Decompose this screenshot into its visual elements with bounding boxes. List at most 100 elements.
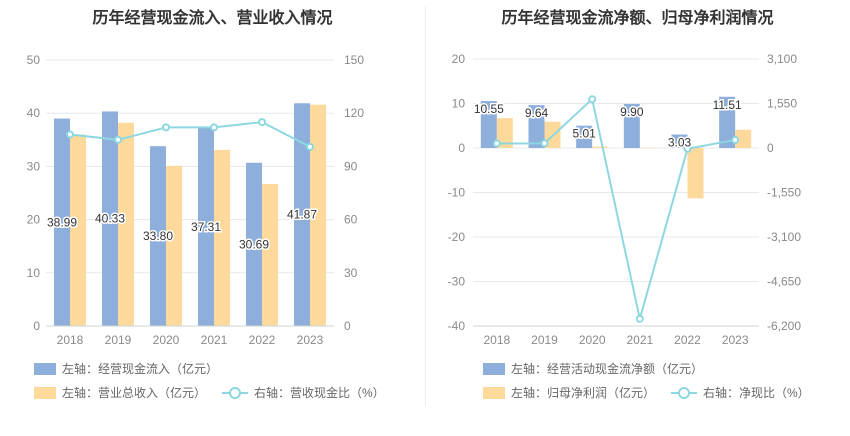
right-axis-tick-label: -3,100 [767, 230, 801, 244]
right-axis-tick-label: 60 [344, 213, 358, 227]
bar [496, 118, 513, 148]
x-axis-tick-label: 2021 [201, 333, 228, 347]
bar [102, 111, 118, 326]
legend-item-bar1[interactable]: 左轴：经营活动现金流净额（亿元） [483, 360, 703, 377]
chart-panel-net-cash: 历年经营现金流净额、归母净利润情况 -40 -30 -20 -10 0 10 20 -6,20… [425, 0, 850, 436]
bar [310, 104, 326, 326]
right-axis-tick-label: 30 [344, 266, 358, 280]
bar [118, 122, 134, 326]
data-label: 33.80 [143, 229, 173, 243]
line-series [496, 97, 736, 320]
x-axis-tick-label: 2018 [57, 333, 84, 347]
right-axis-tick-label: 150 [344, 53, 364, 67]
x-axis-tick-label: 2020 [153, 333, 180, 347]
left-axis-tick-label: 0 [33, 319, 40, 333]
right-axis-tick-label: -4,650 [767, 275, 801, 289]
left-axis-tick-label: -20 [448, 230, 466, 244]
bar [576, 125, 593, 148]
left-axis-tick-label: 20 [27, 213, 41, 227]
line-point [114, 135, 122, 144]
left-axis-tick-label: 10 [452, 97, 466, 111]
x-axis-tick-label: 2022 [674, 333, 701, 347]
data-label: 30.69 [239, 237, 269, 251]
line-point [258, 118, 266, 127]
chart-canvas: 0 10 20 30 40 50 0 30 60 90 120 150 2018 2019 2020 2021… [27, 53, 365, 347]
legend-label: 右轴：营收现金比（%） [254, 386, 385, 400]
data-label: 40.33 [95, 212, 125, 226]
legend-row-2: 左轴：营业总收入（亿元） 右轴：营收现金比（%） [34, 384, 401, 401]
bar [294, 103, 310, 326]
right-axis-tick-label: -6,200 [767, 319, 801, 333]
legend-swatch-icon [34, 386, 56, 399]
chart-panel-cash-inflow: 历年经营现金流入、营业收入情况 0 10 20 30 40 50 0 30 60 90 120 150… [27, 8, 401, 401]
bar [735, 129, 752, 148]
line-point [683, 144, 692, 153]
x-axis-tick-label: 2018 [483, 333, 510, 347]
bar [150, 146, 166, 326]
data-label: 10.55 [474, 102, 504, 116]
legend-label: 左轴：经营活动现金流净额（亿元） [511, 362, 704, 376]
data-label: 11.51 [713, 98, 742, 112]
bar [198, 127, 214, 326]
chart-title: 历年经营现金流净额、归母净利润情况 [501, 8, 774, 27]
line-point [492, 139, 501, 148]
line-point [588, 95, 597, 104]
legend-swatch-icon [483, 362, 505, 375]
x-axis-tick-label: 2022 [249, 333, 276, 347]
x-axis-tick-label: 2023 [722, 333, 749, 347]
bar [246, 162, 262, 326]
left-axis-tick-label: -10 [448, 186, 466, 200]
data-label: 9.64 [525, 106, 549, 120]
bar [214, 149, 230, 326]
line-point [540, 139, 549, 148]
bar [671, 134, 688, 148]
legend-label: 右轴：净现比（%） [703, 386, 810, 400]
legend-item-bar2[interactable]: 左轴：归母净利润（亿元） [483, 384, 655, 401]
legend-line-marker-icon [222, 386, 249, 399]
bar [480, 101, 497, 148]
bar [639, 147, 656, 149]
data-label: 41.87 [287, 208, 317, 222]
right-axis-tick-label: 1,550 [767, 97, 797, 111]
left-axis-tick-label: 0 [458, 141, 465, 155]
left-axis-tick-label: 20 [452, 52, 466, 66]
bar [687, 148, 704, 199]
left-axis-tick-label: -30 [448, 275, 466, 289]
legend-label: 左轴：经营现金流入（亿元） [62, 362, 219, 376]
right-axis-tick-label: -1,550 [767, 186, 801, 200]
bar [262, 183, 278, 326]
legend-item-bar2[interactable]: 左轴：营业总收入（亿元） [34, 384, 206, 401]
left-axis-tick-label: -40 [448, 319, 466, 333]
line-point [306, 142, 314, 151]
bar [528, 105, 545, 148]
legend-line-marker-icon [671, 386, 698, 399]
legend-row-1: 左轴：经营活动现金流净额（亿元） [483, 360, 719, 377]
panel-divider [425, 6, 426, 406]
right-axis-tick-label: 0 [767, 141, 774, 155]
bar [592, 146, 609, 148]
left-axis-tick-label: 40 [27, 106, 41, 120]
left-axis-tick-label: 30 [27, 159, 41, 173]
bar [623, 103, 640, 148]
right-axis-tick-label: 90 [344, 159, 358, 173]
legend-label: 左轴：归母净利润（亿元） [511, 386, 656, 400]
chart-title: 历年经营现金流入、营业收入情况 [92, 8, 333, 27]
line-series [69, 121, 311, 148]
x-axis-tick-label: 2021 [626, 333, 653, 347]
right-axis-tick-label: 120 [344, 106, 364, 120]
legend-label: 左轴：营业总收入（亿元） [62, 386, 207, 400]
data-label: 38.99 [47, 215, 77, 229]
bar [719, 96, 736, 148]
line-point [635, 314, 644, 323]
right-axis-tick-label: 0 [344, 319, 351, 333]
legend-item-line[interactable]: 右轴：营收现金比（%） [222, 384, 385, 401]
legend-swatch-icon [483, 386, 505, 399]
legend-item-line[interactable]: 右轴：净现比（%） [671, 384, 810, 401]
data-label: 9.90 [620, 105, 644, 119]
x-axis-tick-label: 2023 [297, 333, 324, 347]
x-axis-tick-label: 2019 [531, 333, 558, 347]
legend-item-bar1[interactable]: 左轴：经营现金流入（亿元） [34, 360, 218, 377]
legend-swatch-icon [34, 362, 56, 375]
legend-row-1: 左轴：经营现金流入（亿元） [34, 360, 234, 377]
bar [70, 134, 86, 326]
